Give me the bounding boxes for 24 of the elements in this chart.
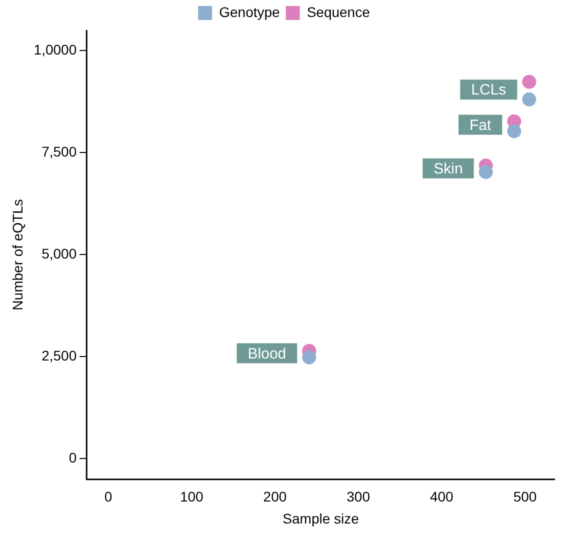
y-tick-label: 2,500 <box>42 347 77 364</box>
x-tick-label: 300 <box>346 488 370 505</box>
annotation: Blood <box>248 345 286 362</box>
x-tick-label: 500 <box>513 488 537 505</box>
point <box>302 350 316 364</box>
annotation: LCLs <box>471 82 506 99</box>
point <box>522 92 536 106</box>
annotation: Fat <box>469 116 492 134</box>
x-tick-label: 200 <box>263 488 287 505</box>
y-tick-label: 0 <box>68 449 77 466</box>
y-tick-label: 5,000 <box>42 245 77 262</box>
legend-label: Sequence <box>306 4 370 20</box>
x-tick-label: 0 <box>104 488 112 505</box>
legend-label: Genotype <box>219 4 280 20</box>
point <box>507 124 522 138</box>
point <box>522 74 536 89</box>
point <box>478 165 493 180</box>
x-axis-title: Sample size <box>282 510 360 526</box>
x-tick-label: 400 <box>430 488 454 505</box>
y-tick-label: 7,500 <box>42 143 77 160</box>
annotation: Skin <box>434 160 463 178</box>
x-tick-label: 100 <box>180 488 204 505</box>
y-axis-title: Number of eQTLs <box>9 199 26 310</box>
y-tick-label: 1,0000 <box>34 41 77 58</box>
